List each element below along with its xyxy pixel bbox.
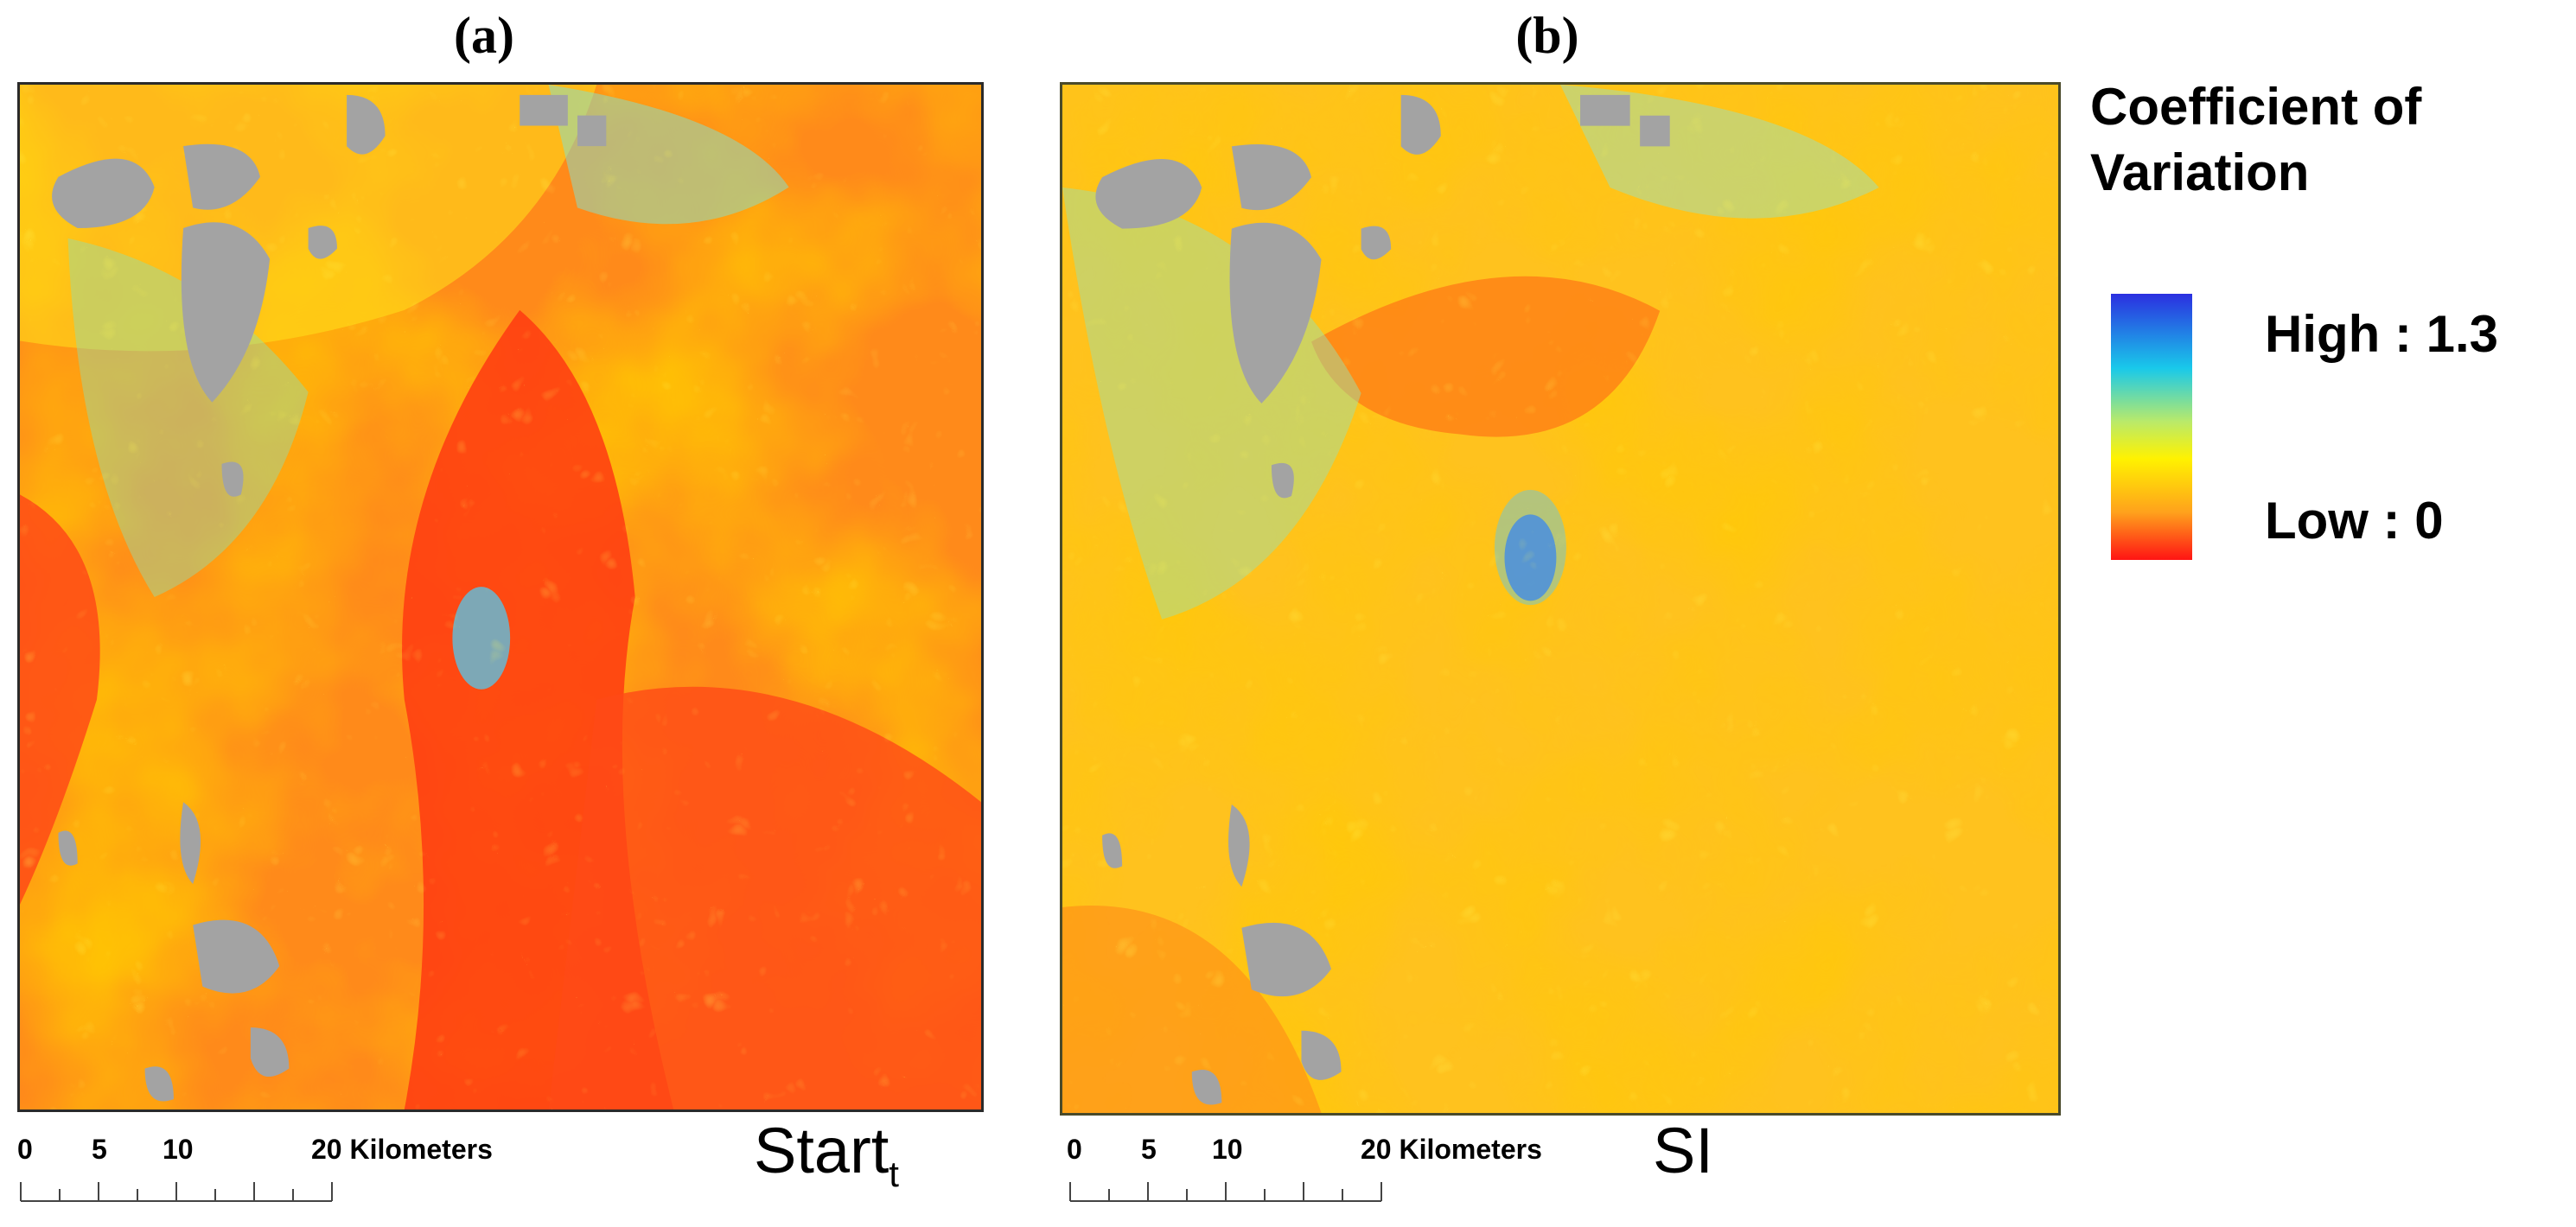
legend-title-line2: Variation (2090, 143, 2310, 201)
scale-bar-b: 0 5 10 20 Kilometers (1067, 1134, 1585, 1211)
scale-tick-5: 5 (1141, 1134, 1157, 1165)
scale-tick-0: 0 (1067, 1134, 1082, 1165)
panel-b-label: (b) (1515, 7, 1579, 64)
map-panel-a (17, 82, 984, 1112)
scale-tick-20: 20 Kilometers (1361, 1134, 1542, 1165)
legend-color-ramp (2111, 294, 2192, 560)
mapB-raster (1062, 85, 2058, 1113)
scale-tick-0: 0 (17, 1134, 33, 1165)
legend-title-line1: Coefficient of (2090, 78, 2422, 136)
legend-title: Coefficient of Variation (2090, 74, 2574, 206)
map-panel-b (1060, 82, 2061, 1116)
scale-tick-5: 5 (92, 1134, 107, 1165)
panel-a-label: (a) (454, 7, 514, 64)
scale-bar-a: 0 5 10 20 Kilometers (17, 1134, 536, 1211)
legend-low-label: Low : 0 (2265, 492, 2444, 550)
mapA-raster (20, 85, 981, 1109)
scale-ruler-a (20, 1182, 333, 1202)
legend-high-label: High : 1.3 (2265, 305, 2499, 363)
caption-b: SI (1653, 1115, 1713, 1186)
caption-a: Startt (754, 1115, 899, 1194)
scale-tick-10: 10 (163, 1134, 194, 1165)
scale-tick-10: 10 (1212, 1134, 1243, 1165)
scale-tick-20: 20 Kilometers (311, 1134, 493, 1165)
scale-ruler-b (1069, 1182, 1382, 1202)
